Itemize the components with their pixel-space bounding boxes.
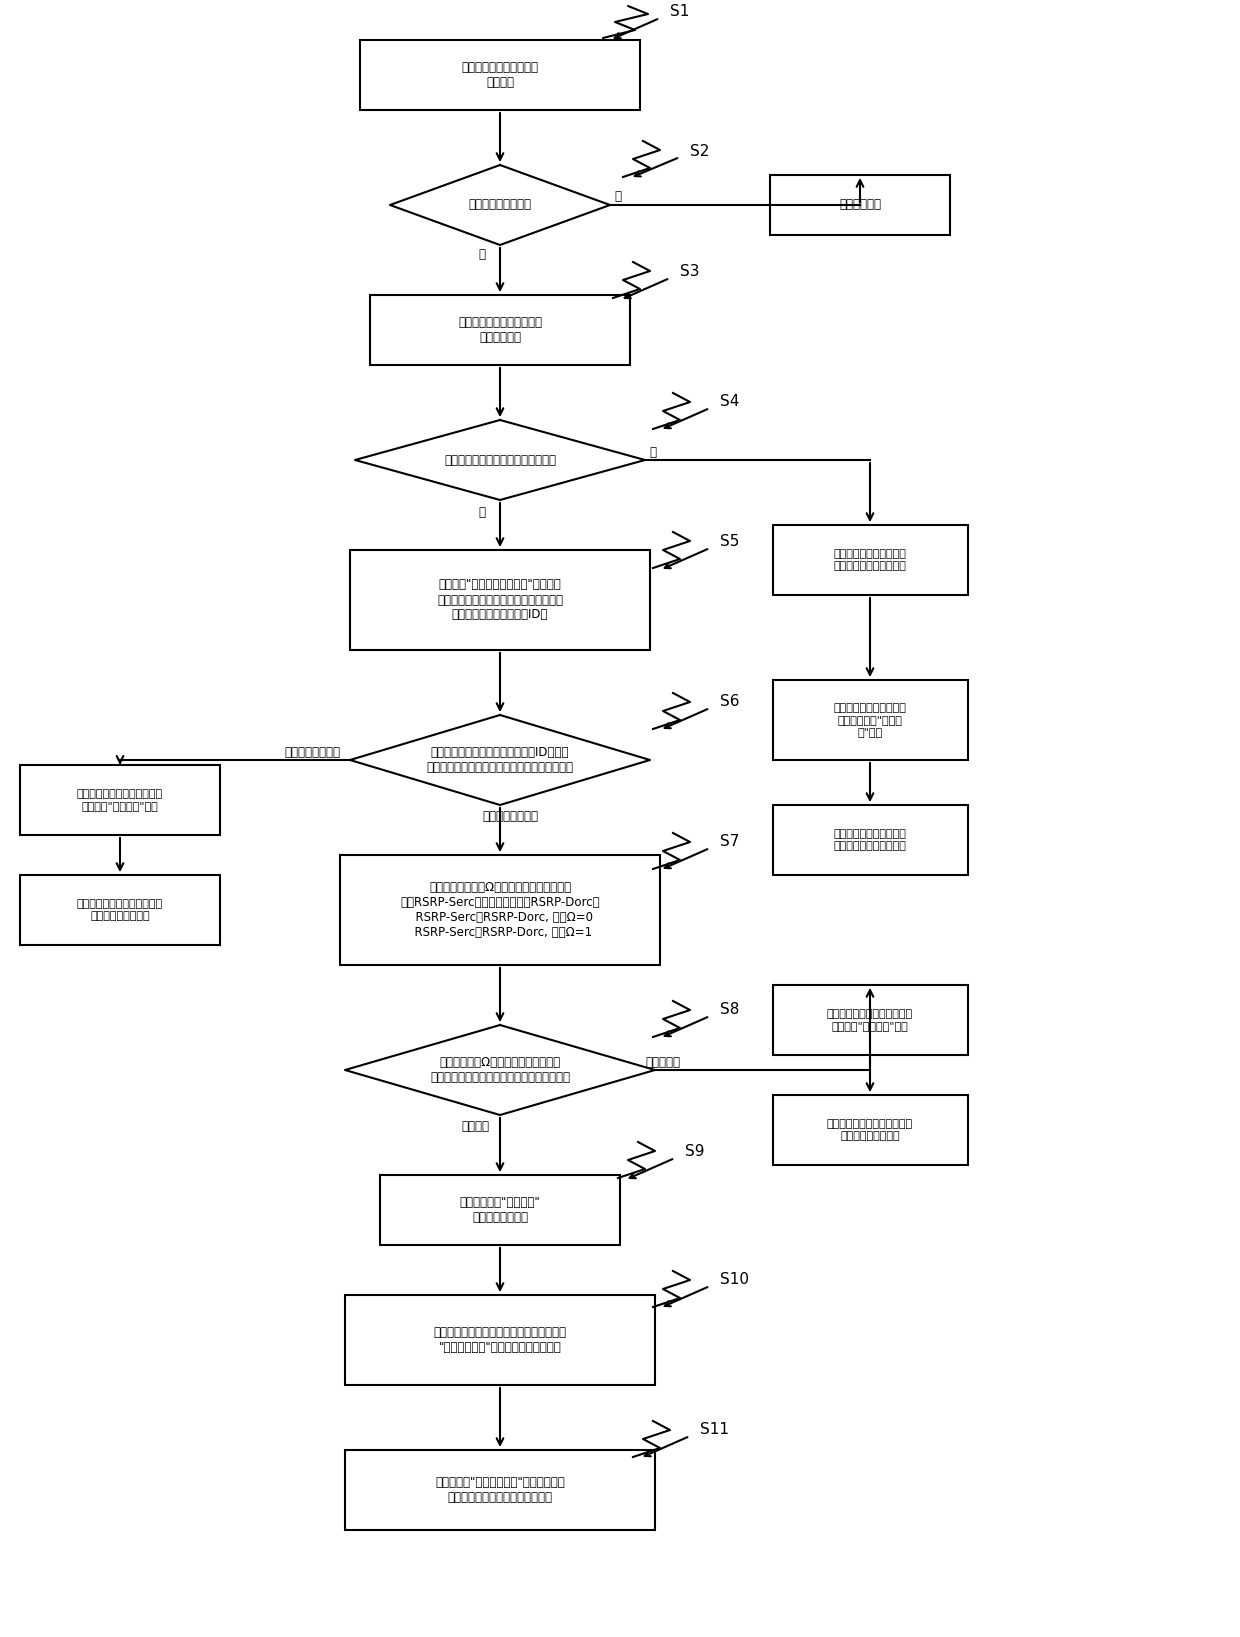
Text: S3: S3 [680,265,699,280]
Text: 休眠小基站检测窗内检测
上行信号: 休眠小基站检测窗内检测 上行信号 [461,61,538,88]
Text: 用户的服务基站不会收到
其检测到休眠基站的信息: 用户的服务基站不会收到 其检测到休眠基站的信息 [833,548,906,571]
Text: S11: S11 [701,1423,729,1437]
Text: 是: 是 [479,249,486,262]
FancyBboxPatch shape [20,876,219,945]
Text: S7: S7 [720,835,739,850]
Text: 服务基站根据邻居列表信息和小区ID号确定
用户检测到休眠小基站，判断此用户业务量大小: 服务基站根据邻居列表信息和小区ID号确定 用户检测到休眠小基站，判断此用户业务量… [427,746,573,774]
Text: 上行信号＞门限阈值: 上行信号＞门限阈值 [469,198,532,211]
Text: 时间窗内休眠小基站不会收到
邻近基站"请求激活"信息: 时间窗内休眠小基站不会收到 邻近基站"请求激活"信息 [827,1008,913,1031]
Text: 时间窗内休眠小基站不会收到
邻近基站"请求激活"信息: 时间窗内休眠小基站不会收到 邻近基站"请求激活"信息 [77,789,164,810]
Text: S9: S9 [684,1144,704,1159]
Text: 业务量＜门限阈值: 业务量＜门限阈值 [284,745,340,758]
Text: 结束激活进程: 结束激活进程 [839,198,880,211]
Text: 否: 否 [615,190,621,203]
Text: S1: S1 [670,5,689,20]
Text: 用户检测到休眠小基站下行参考信号: 用户检测到休眠小基站下行参考信号 [444,453,556,467]
Text: 休眠小基站停止发送下行参考
信号，结束激活进程: 休眠小基站停止发送下行参考 信号，结束激活进程 [77,899,164,920]
Text: 达到判决: 达到判决 [461,1120,489,1133]
FancyBboxPatch shape [20,764,219,835]
Text: 服务基站定义变量Ω，比较此用户接收其服务
基站RSRP-Serc和接收休眠小基站RSRP-Dorc，
  RSRP-Serc＞RSRP-Dorc, 设置Ω=0
: 服务基站定义变量Ω，比较此用户接收其服务 基站RSRP-Serc和接收休眠小基站… [401,881,600,940]
FancyBboxPatch shape [379,1175,620,1246]
FancyBboxPatch shape [360,39,640,110]
FancyBboxPatch shape [345,1450,655,1531]
Text: 用户发送"检测到休眠小基站"信息给其
服务基站，信息包括接收到的下行参考信
号强度和休眠小基站小区ID号: 用户发送"检测到休眠小基站"信息给其 服务基站，信息包括接收到的下行参考信 号强… [436,578,563,622]
FancyBboxPatch shape [770,175,950,236]
Text: S2: S2 [689,144,709,159]
FancyBboxPatch shape [370,295,630,365]
Text: 各基站收到"激活信息响应"后，更改其邻
居列表中原休眠小基站为激活状态: 各基站收到"激活信息响应"后，更改其邻 居列表中原休眠小基站为激活状态 [435,1477,565,1504]
FancyBboxPatch shape [350,550,650,650]
Text: 休眠小基站停止发送下行
参考信号，结束激活进程: 休眠小基站停止发送下行 参考信号，结束激活进程 [833,830,906,851]
FancyBboxPatch shape [773,525,967,594]
Text: 时间窗内休眠小基站没有
收到邻近基站"请求激
活"信息: 时间窗内休眠小基站没有 收到邻近基站"请求激 活"信息 [833,704,906,737]
Text: S10: S10 [720,1272,749,1287]
FancyBboxPatch shape [773,679,967,760]
Text: 休眠小基站发送下行参考信
号，开始计时: 休眠小基站发送下行参考信 号，开始计时 [458,316,542,344]
Text: 是: 是 [479,506,486,519]
Text: 服务基站根据Ω值、本小区负载量和此
用户业务量综合考虑确定是否激活休眠小基站: 服务基站根据Ω值、本小区负载量和此 用户业务量综合考虑确定是否激活休眠小基站 [430,1056,570,1084]
Text: S6: S6 [720,694,739,709]
Text: 服务基站发送"请求激活"
信息给休眠小基站: 服务基站发送"请求激活" 信息给休眠小基站 [460,1197,541,1224]
Text: 休眠小基站确定激活开启上下行信道，发送
"激活信息响应"给服务基站和邻近基站: 休眠小基站确定激活开启上下行信道，发送 "激活信息响应"给服务基站和邻近基站 [434,1326,567,1354]
Text: S5: S5 [720,535,739,550]
Text: S8: S8 [720,1002,739,1018]
Text: 休眠小基站停止发送下行参考
信号，结束激活进程: 休眠小基站停止发送下行参考 信号，结束激活进程 [827,1120,913,1141]
FancyBboxPatch shape [773,1095,967,1166]
FancyBboxPatch shape [345,1295,655,1385]
Text: 业务量＞门限阈值: 业务量＞门限阈值 [482,810,538,823]
FancyBboxPatch shape [340,855,660,964]
Text: 未达到判决: 未达到判决 [646,1056,681,1069]
FancyBboxPatch shape [773,985,967,1054]
Text: S4: S4 [720,395,739,409]
FancyBboxPatch shape [773,805,967,876]
Text: 否: 否 [650,445,656,458]
